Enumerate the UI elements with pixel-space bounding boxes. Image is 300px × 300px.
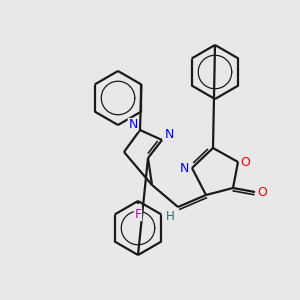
Text: O: O	[257, 185, 267, 199]
Text: H: H	[166, 211, 174, 224]
Text: O: O	[240, 155, 250, 169]
Text: F: F	[134, 208, 142, 220]
Text: N: N	[179, 161, 189, 175]
Text: N: N	[128, 118, 138, 131]
Text: N: N	[164, 128, 174, 142]
